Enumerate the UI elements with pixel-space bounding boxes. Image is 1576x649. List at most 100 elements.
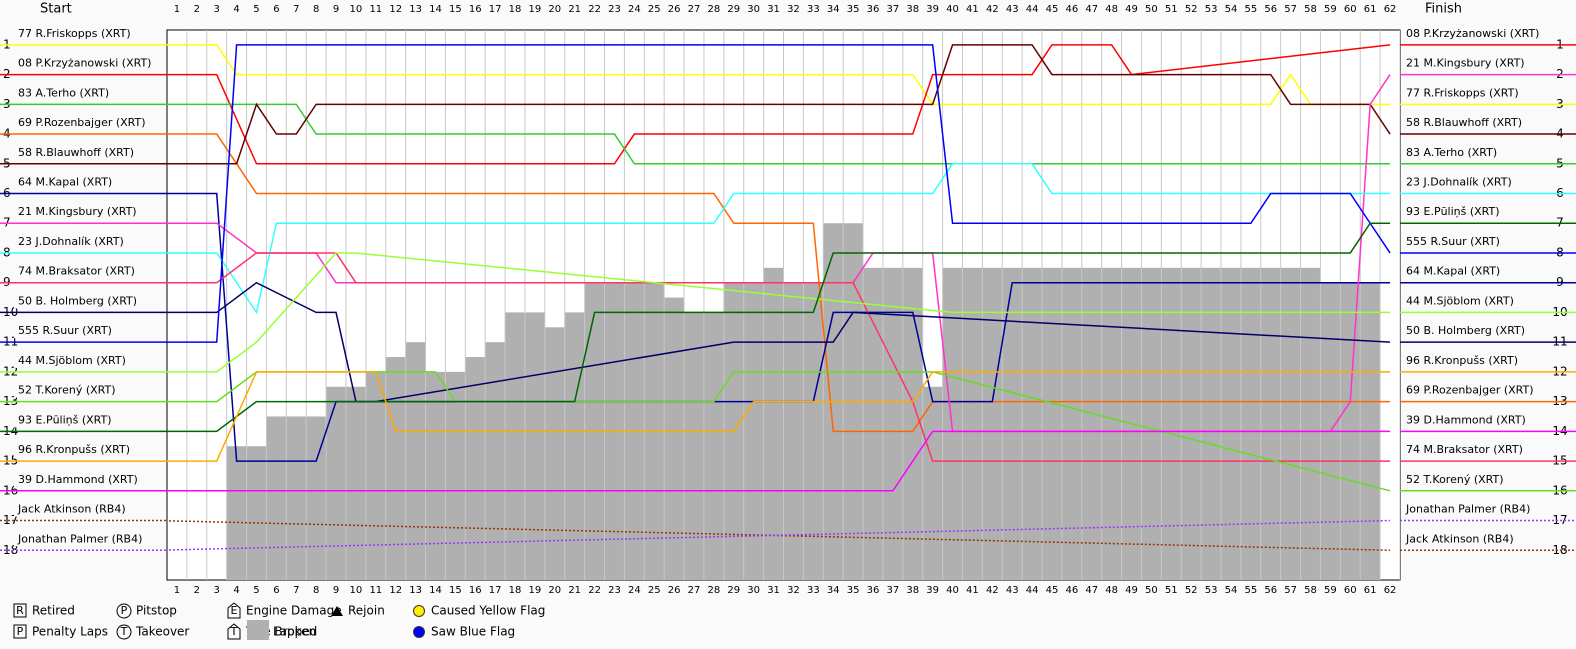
lapped-area [326,386,346,580]
x-tick-label: 56 [1264,585,1277,596]
x-tick-label: 25 [648,585,661,596]
label-bg [1403,443,1543,458]
x-tick-label: 15 [449,4,462,15]
start-label: 74 M.Braksator (XRT) [18,265,135,278]
x-tick-label: 3 [214,4,220,15]
x-tick-label: 56 [1264,4,1277,15]
x-tick-label: 23 [608,4,621,15]
label-bg [1403,86,1543,101]
x-tick-label: 27 [688,4,701,15]
x-tick-label: 14 [429,585,442,596]
label-bg [14,324,164,339]
start-label: 58 R.Blauwhoff (XRT) [18,146,134,159]
x-tick-label: 54 [1225,585,1238,596]
label-bg [1403,145,1543,160]
x-tick-label: 44 [1026,4,1039,15]
x-tick-label: 60 [1344,4,1357,15]
finish-label: 555 R.Suur (XRT) [1406,235,1500,248]
x-tick-label: 26 [668,585,681,596]
x-tick-label: 35 [847,585,860,596]
legend-symbol-text: P [121,604,128,617]
lapped-area [1201,267,1222,580]
x-tick-label: 42 [986,585,999,596]
lapped-area [1240,267,1261,580]
lapped-area [246,446,267,580]
x-tick-label: 6 [273,585,279,596]
label-bg [1403,56,1543,71]
legend-symbol-text: T [120,625,128,638]
label-bg [14,175,164,190]
finish-label: 52 T.Korený (XRT) [1406,473,1504,486]
x-tick-label: 43 [1006,585,1019,596]
label-bg [1403,294,1543,309]
finish-label: 77 R.Friskopps (XRT) [1406,86,1519,99]
x-tick-label: 49 [1125,4,1138,15]
lapped-area [1061,267,1082,580]
finish-label: Jack Atkinson (RB4) [1405,532,1514,545]
x-tick-label: 38 [906,585,919,596]
x-tick-label: 43 [1006,4,1019,15]
start-label: 69 P.Rozenbajger (XRT) [18,116,146,129]
finish-label: 23 J.Dohnalík (XRT) [1406,176,1512,189]
label-bg [14,443,164,458]
lapped-area [266,416,287,580]
lapped-area [1221,267,1241,580]
finish-label: Jonathan Palmer (RB4) [1405,503,1530,516]
x-tick-label: 33 [807,585,820,596]
position-line [167,252,1391,462]
x-tick-label: 58 [1304,585,1317,596]
x-tick-label: 3 [214,585,220,596]
label-bg [1403,175,1543,190]
x-tick-label: 39 [926,4,939,15]
legend-symbol-text: R [16,604,24,617]
x-tick-label: 21 [568,585,581,596]
lapped-area [524,312,545,580]
lapped-area [505,312,525,580]
label-bg [1403,383,1543,398]
x-tick-label: 34 [827,585,840,596]
x-tick-label: 60 [1344,585,1357,596]
label-bg [14,56,164,71]
x-tick-label: 18 [509,585,522,596]
x-tick-label: 40 [946,585,959,596]
x-tick-label: 19 [529,4,542,15]
x-tick-label: 30 [747,4,760,15]
position-line [167,430,1391,492]
lapped-area [902,267,923,580]
lapped-area [385,357,406,580]
x-tick-label: 22 [588,4,601,15]
label-bg [14,264,164,279]
start-label: 555 R.Suur (XRT) [18,324,112,337]
x-tick-label: 41 [966,4,979,15]
finish-label: 96 R.Kronpušs (XRT) [1406,354,1518,367]
label-bg [14,86,164,101]
x-tick-label: 51 [1165,4,1178,15]
x-tick-label: 19 [529,585,542,596]
lapped-area [1141,267,1162,580]
x-tick-label: 24 [628,4,641,15]
label-bg [14,472,164,487]
start-label: 08 P.Krzyżanowski (XRT) [18,57,151,70]
position-line [167,371,1391,492]
lapped-area [922,386,943,580]
start-label: 21 M.Kingsbury (XRT) [18,205,137,218]
legend-symbol [227,623,241,640]
lapped-area [1181,267,1202,580]
x-tick-label: 22 [588,585,601,596]
finish-label: 64 M.Kapal (XRT) [1406,265,1500,278]
lapped-area [445,371,466,580]
x-tick-label: 50 [1145,4,1158,15]
start-label: 50 B. Holmberg (XRT) [18,294,137,307]
x-tick-label: 55 [1244,585,1257,596]
label-bg [1403,264,1543,279]
x-tick-label: 62 [1384,4,1397,15]
label-bg [1403,26,1543,41]
x-tick-label: 8 [313,4,319,15]
start-label: 77 R.Friskopps (XRT) [18,27,131,40]
label-bg [14,353,164,368]
lapped-area [863,267,883,580]
finish-label: 08 P.Krzyżanowski (XRT) [1406,27,1539,40]
lapped-area [882,267,903,580]
x-tick-label: 30 [747,585,760,596]
